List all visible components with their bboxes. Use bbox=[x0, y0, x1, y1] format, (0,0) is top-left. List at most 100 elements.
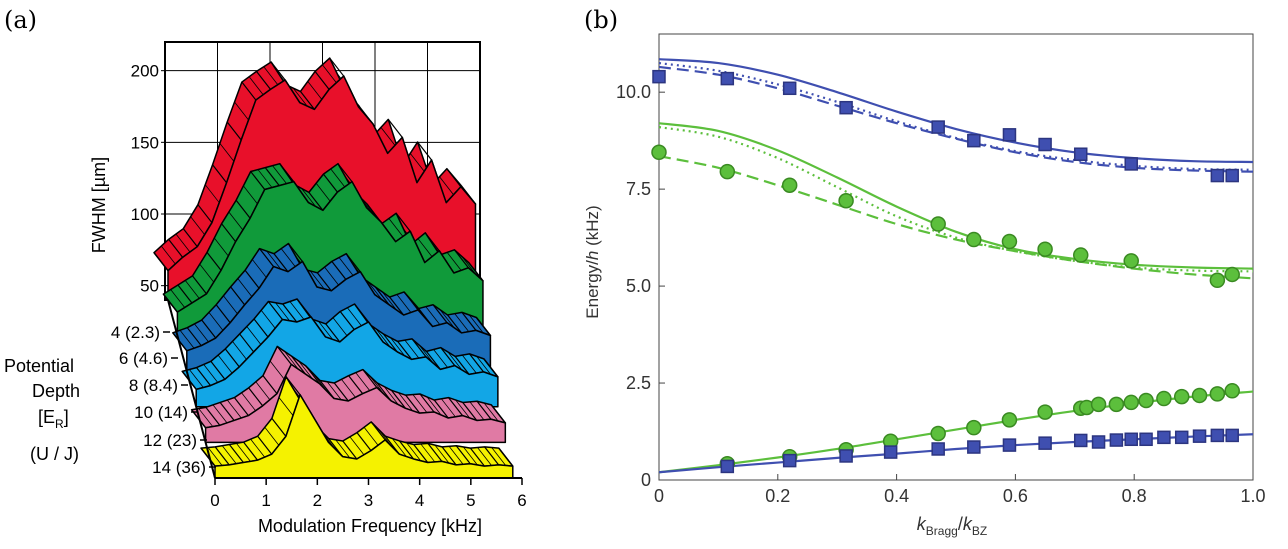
layer-hatch bbox=[271, 417, 287, 437]
layer-hatch bbox=[179, 329, 195, 349]
layer-hatch bbox=[347, 307, 362, 326]
layer-hatch bbox=[339, 311, 355, 330]
layer-hatch bbox=[287, 243, 303, 262]
layer-hatch bbox=[498, 447, 514, 467]
data-point-square bbox=[720, 71, 735, 86]
layer-hatch bbox=[201, 319, 217, 339]
layer-hatch bbox=[190, 216, 205, 235]
layer-hatch bbox=[483, 358, 499, 378]
data-point-square bbox=[1073, 433, 1088, 448]
panel-b-y-tick-label: 7.5 bbox=[626, 179, 651, 199]
data-point-square bbox=[1225, 428, 1239, 443]
layer-hatch bbox=[469, 447, 485, 467]
layer-hatch bbox=[412, 394, 428, 413]
layer-hatch bbox=[420, 443, 436, 463]
layer-hatch bbox=[387, 119, 403, 138]
layer-hatch bbox=[206, 252, 222, 271]
layer-hatch bbox=[395, 212, 411, 232]
panel-b-x-tick-label: 0.6 bbox=[1003, 486, 1028, 506]
layer-hatch bbox=[425, 306, 441, 325]
panel-a-depth-tick-label: 12 (23) bbox=[143, 431, 197, 450]
layer-hatch bbox=[296, 298, 312, 318]
layer-hatch bbox=[433, 399, 449, 419]
layer-hatch bbox=[380, 127, 396, 146]
curve-green-upper-dashed bbox=[658, 155, 1254, 280]
layer-hatch bbox=[331, 260, 347, 280]
layer-hatch bbox=[446, 168, 462, 188]
data-point-square bbox=[1109, 433, 1124, 447]
layer-hatch bbox=[262, 375, 278, 395]
data-point-square bbox=[1002, 438, 1017, 452]
layer-hatch bbox=[197, 204, 213, 224]
layer-hatch bbox=[427, 442, 443, 462]
layer-hatch bbox=[390, 337, 405, 356]
layer-hatch bbox=[192, 275, 207, 295]
layer-hatch bbox=[284, 351, 299, 370]
layer-hatch bbox=[292, 87, 308, 107]
layer-hatch bbox=[235, 199, 251, 219]
layer-hatch bbox=[250, 171, 266, 190]
layer-hatch bbox=[341, 379, 356, 398]
layer-hatch bbox=[260, 309, 276, 329]
layer-hatch bbox=[250, 438, 265, 458]
layer-hatch bbox=[264, 167, 280, 186]
layer-hatch bbox=[332, 317, 348, 336]
layer-hatch bbox=[463, 446, 478, 466]
panel-b-x-tick-label: 0.2 bbox=[765, 486, 790, 506]
layer-hatch bbox=[316, 272, 332, 292]
layer-hatch bbox=[454, 313, 470, 332]
layer-hatch bbox=[337, 163, 353, 183]
layer-hatch bbox=[246, 326, 262, 345]
x-label-bragg: Bragg bbox=[926, 524, 958, 538]
layer-hatch bbox=[186, 327, 202, 347]
data-point-circle bbox=[1156, 390, 1172, 407]
data-point-circle bbox=[1224, 383, 1240, 399]
layer-hatch bbox=[469, 401, 485, 421]
panel-b-y-axis-label: Energy/h (kHz) bbox=[583, 205, 602, 318]
layer-hatch bbox=[228, 444, 244, 463]
layer-hatch bbox=[255, 381, 271, 401]
layer-hatch bbox=[196, 367, 212, 386]
layer-hatch bbox=[285, 376, 301, 396]
data-point-circle bbox=[966, 419, 982, 436]
panel-a-x-tick-label: 2 bbox=[313, 491, 322, 510]
data-point-circle bbox=[1072, 247, 1089, 263]
layer-hatch bbox=[439, 176, 454, 195]
layer-hatch bbox=[177, 284, 193, 304]
layer-hatch bbox=[342, 440, 358, 460]
panel-a-x-tick-label: 3 bbox=[364, 491, 373, 510]
layer-hatch bbox=[461, 312, 477, 331]
depth-axis-label-close: ] bbox=[64, 407, 69, 427]
data-point-square bbox=[967, 440, 981, 454]
panel-b-x-tick-label: 0.8 bbox=[1122, 486, 1147, 506]
layer-hatch bbox=[243, 185, 258, 205]
data-point-circle bbox=[1037, 404, 1053, 420]
layer-hatch bbox=[403, 291, 419, 311]
data-point-circle bbox=[1224, 266, 1240, 283]
panel-a-depth-tick-label: 6 (4.6) bbox=[119, 349, 168, 368]
layer-hatch bbox=[161, 245, 176, 265]
curve-blue-upper-dashed bbox=[658, 65, 1254, 173]
layer-hatch bbox=[455, 445, 471, 465]
layer-hatch bbox=[419, 393, 435, 413]
layer-hatch bbox=[279, 163, 295, 183]
layer-hatch bbox=[469, 353, 484, 373]
layer-hatch bbox=[205, 406, 221, 426]
data-point-square bbox=[720, 459, 735, 474]
panel-a-y-tick-label: 50 bbox=[140, 277, 159, 296]
layer-hatch bbox=[194, 323, 209, 343]
data-point-circle bbox=[838, 193, 854, 209]
layer-hatch bbox=[236, 443, 251, 462]
x-label-k2: k bbox=[963, 514, 973, 534]
layer-hatch bbox=[338, 257, 354, 276]
panel-b-x-tick-label: 0.4 bbox=[884, 486, 909, 506]
data-point-circle bbox=[719, 163, 736, 180]
panel-a-layers bbox=[153, 57, 514, 479]
panel-a-depth-tick-label: 8 (8.4) bbox=[129, 376, 178, 395]
curve-green-upper-solid bbox=[658, 122, 1254, 270]
depth-axis-label-line2: Depth bbox=[32, 381, 80, 401]
panel-a-y-ticks: 50 100 150 200 bbox=[131, 62, 165, 296]
layer-hatch bbox=[233, 397, 249, 416]
layer-hatch bbox=[333, 382, 349, 402]
panel-b-x-tick-label: 1.0 bbox=[1240, 486, 1265, 506]
